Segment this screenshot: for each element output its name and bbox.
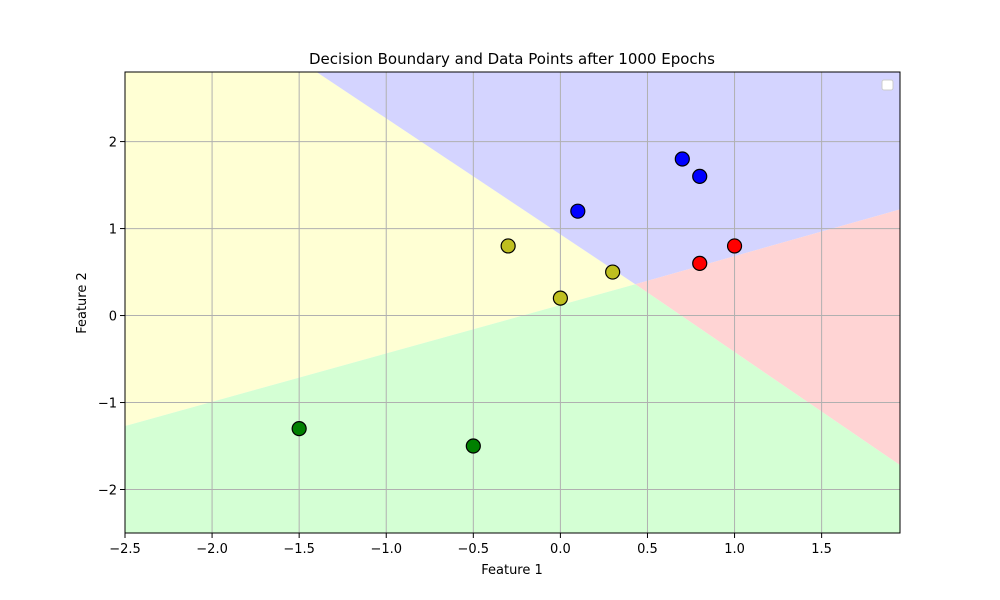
- legend-box: [881, 79, 894, 91]
- x-tick-label: −2.0: [196, 542, 228, 557]
- data-point: [726, 238, 743, 254]
- decision-region: [635, 209, 900, 466]
- x-axis-ticks: −2.5 −2.0 −1.5 −1.0 −0.5 0.0 0.5 1.0 1.5: [109, 533, 832, 557]
- data-point: [291, 421, 307, 437]
- x-tick-label: 0.5: [637, 542, 658, 557]
- y-axis-ticks: −2 −1 0 1 2: [98, 136, 125, 499]
- data-point: [605, 264, 621, 280]
- y-axis-label: Feature 2: [75, 272, 90, 334]
- data-point: [692, 168, 708, 184]
- y-tick-label: −2: [98, 484, 117, 499]
- data-point: [674, 151, 690, 167]
- plot-frame: [124, 71, 901, 534]
- x-tick-label: −2.5: [109, 542, 141, 557]
- data-point: [692, 255, 708, 271]
- decision-region: [125, 72, 636, 427]
- data-points: [291, 151, 743, 454]
- y-tick-label: −1: [98, 397, 117, 412]
- decision-regions: [125, 72, 901, 533]
- x-tick-label: −1.5: [283, 542, 315, 557]
- chart-title: Decision Boundary and Data Points after …: [309, 50, 715, 68]
- decision-region: [316, 72, 901, 285]
- x-tick-label: 1.0: [724, 542, 745, 557]
- y-tick-label: 2: [109, 136, 117, 151]
- y-tick-label: 0: [109, 310, 117, 325]
- y-tick-label: 1: [109, 223, 117, 238]
- decision-region: [125, 284, 900, 533]
- x-tick-label: −1.0: [370, 542, 402, 557]
- data-point: [552, 290, 568, 306]
- x-tick-label: 1.5: [811, 542, 832, 557]
- x-tick-label: 0.0: [550, 542, 571, 557]
- x-tick-label: −0.5: [458, 542, 490, 557]
- x-axis-label: Feature 1: [481, 563, 543, 578]
- data-point: [570, 203, 586, 219]
- data-point: [500, 238, 516, 254]
- data-point: [465, 438, 481, 454]
